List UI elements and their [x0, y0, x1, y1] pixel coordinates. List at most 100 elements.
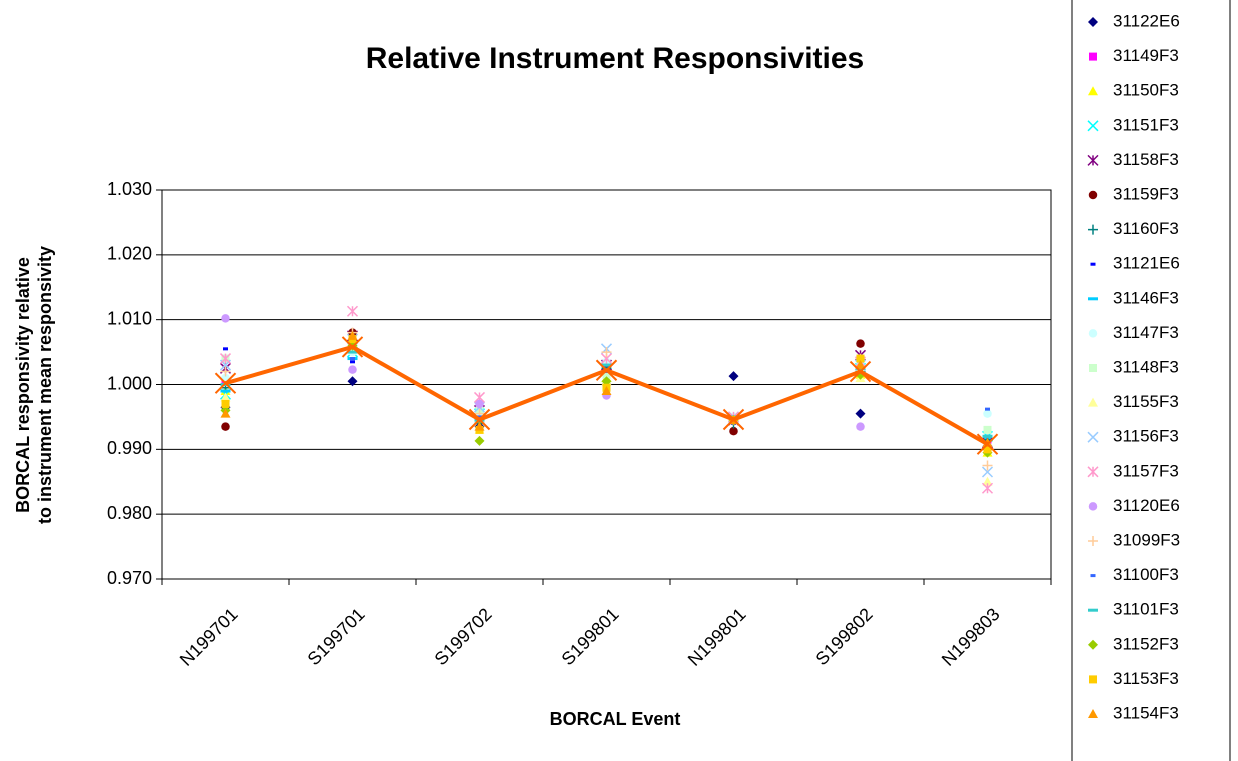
legend-swatch [1087, 466, 1099, 478]
marker [856, 354, 865, 363]
legend-label: 31154F3 [1113, 703, 1179, 722]
marker [477, 415, 482, 419]
marker [350, 357, 355, 361]
marker [595, 359, 618, 381]
marker [983, 445, 992, 454]
legend-swatch [1088, 17, 1098, 27]
marker [347, 376, 358, 387]
y-tick-label: 0.980 [107, 503, 152, 523]
marker [350, 360, 355, 364]
legend-label: 31099F3 [1113, 530, 1180, 549]
marker [856, 339, 865, 348]
marker [346, 305, 359, 317]
marker [855, 360, 866, 370]
legend-label: 31160F3 [1113, 219, 1179, 238]
marker [855, 408, 866, 419]
legend-swatch [1088, 397, 1098, 407]
y-tick-label: 0.990 [107, 438, 152, 458]
y-tick-label: 1.020 [107, 244, 152, 264]
legend-label: 31153F3 [1113, 669, 1179, 688]
marker [220, 389, 231, 393]
legend-box [1071, 0, 1231, 761]
marker [983, 425, 992, 434]
legend-swatch [1088, 86, 1098, 96]
marker [601, 385, 612, 395]
legend-swatch [1087, 154, 1099, 166]
marker [221, 399, 230, 408]
marker [985, 407, 990, 411]
legend-label: 31156F3 [1113, 427, 1179, 446]
marker [341, 336, 364, 358]
legend-swatch [1088, 329, 1098, 338]
marker [602, 370, 611, 379]
marker [214, 372, 237, 394]
legend-label: 31120E6 [1113, 496, 1180, 515]
marker [982, 476, 993, 486]
marker [475, 399, 484, 409]
marker [221, 314, 230, 323]
y-tick-label: 1.010 [107, 308, 152, 328]
legend-label: 31151F3 [1113, 115, 1179, 134]
chart-title: Relative Instrument Responsivities [366, 42, 865, 75]
legend-swatch [1088, 639, 1098, 650]
y-tick-label: 0.970 [107, 568, 152, 588]
y-tick-label: 1.030 [107, 179, 152, 199]
marker [220, 366, 231, 377]
marker [983, 409, 992, 418]
legend-label: 31150F3 [1113, 81, 1179, 100]
legend-label: 31147F3 [1113, 323, 1179, 342]
marker [976, 433, 999, 455]
legend-label: 31152F3 [1113, 634, 1179, 653]
marker [856, 422, 865, 431]
marker [981, 482, 994, 494]
y-axis-label: BORCAL responsivity relative [13, 257, 33, 513]
legend-swatch [1088, 297, 1098, 301]
legend-swatch [1088, 536, 1098, 546]
marker [729, 426, 738, 436]
legend-swatch [1088, 224, 1098, 235]
legend-label: 31155F3 [1113, 392, 1179, 411]
legend-label: 31157F3 [1113, 461, 1179, 480]
legend-swatch [1088, 709, 1098, 718]
legend-swatch [1089, 675, 1097, 684]
marker [601, 363, 612, 367]
marker [728, 371, 739, 382]
legend-swatch [1088, 502, 1098, 511]
marker [981, 466, 994, 478]
legend-label: 31158F3 [1113, 150, 1179, 169]
legend-label: 31122E6 [1113, 11, 1180, 30]
legend-swatch [1089, 52, 1097, 61]
marker [219, 353, 232, 365]
marker [347, 350, 358, 354]
marker [468, 408, 491, 431]
y-axis-label: to instrument mean responsivity [35, 246, 55, 524]
y-tick-label: 1.000 [107, 373, 152, 393]
legend-swatch [1088, 608, 1098, 612]
legend-label: 31101F3 [1113, 600, 1179, 619]
legend-label: 31149F3 [1113, 46, 1179, 65]
marker [722, 408, 745, 431]
marker [220, 392, 231, 402]
legend-swatch [1088, 190, 1098, 200]
marker [982, 460, 993, 471]
legend-swatch [1087, 431, 1099, 443]
marker [348, 365, 357, 374]
marker [849, 360, 872, 383]
legend-swatch [1087, 120, 1099, 132]
marker [220, 408, 231, 418]
marker [474, 421, 485, 431]
legend-swatch [1090, 262, 1096, 266]
legend-label: 31148F3 [1113, 357, 1179, 376]
marker [601, 347, 612, 358]
marker [221, 422, 230, 431]
legend-swatch [1089, 364, 1097, 372]
legend-label: 31121E6 [1113, 254, 1180, 273]
marker [982, 434, 993, 438]
marker [474, 435, 485, 446]
legend-label: 31159F3 [1113, 184, 1179, 203]
marker [223, 347, 228, 351]
marker [347, 330, 358, 340]
legend-label: 31146F3 [1113, 288, 1179, 307]
legend-swatch [1090, 574, 1096, 578]
